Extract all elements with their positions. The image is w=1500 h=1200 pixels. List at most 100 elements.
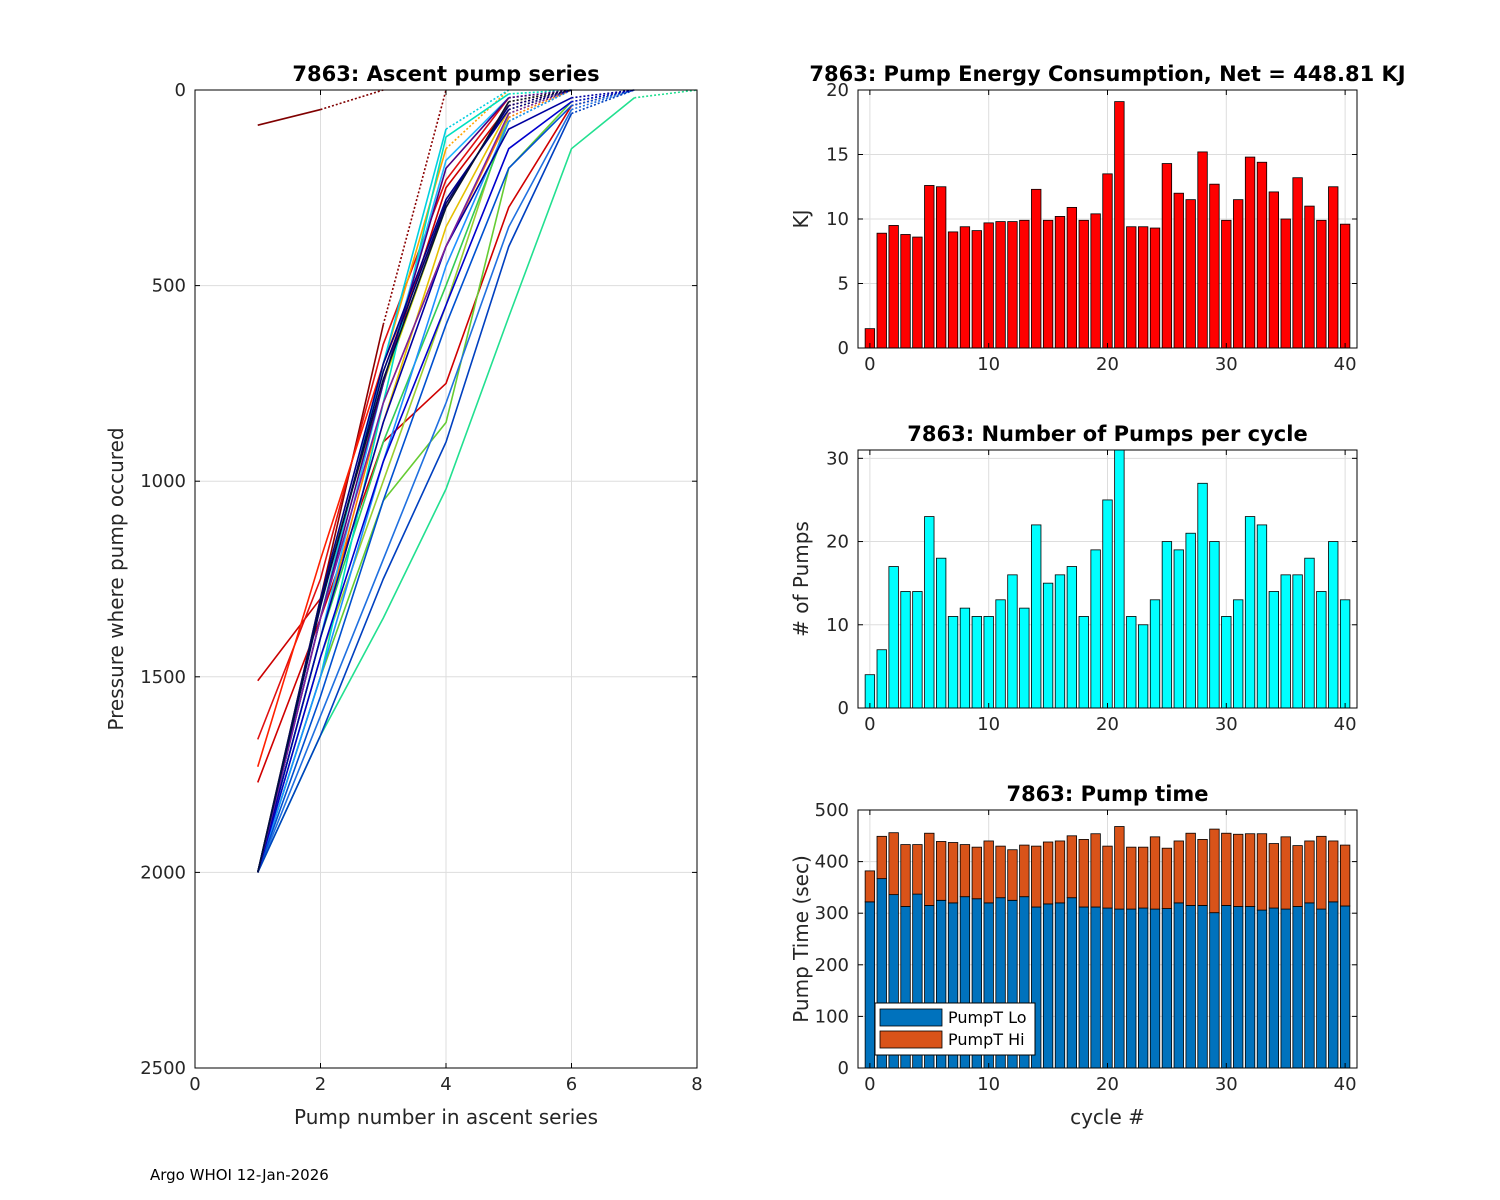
- series-line-dotted: [508, 89, 572, 103]
- bar-pumpt-hi: [1066, 835, 1078, 899]
- chart-title: 7863: Pump time: [1006, 782, 1208, 806]
- x-tick-label: 20: [1096, 714, 1119, 735]
- bar-pumpt-lo: [864, 901, 876, 1069]
- bar-pumpt-hi: [1280, 836, 1291, 910]
- bar-pumpt-hi: [1256, 833, 1268, 911]
- bar-pumpt-hi: [924, 832, 935, 906]
- bar: [1280, 218, 1291, 349]
- bar-pumpt-hi: [1328, 840, 1339, 903]
- bar: [924, 516, 935, 709]
- x-tick-label: 20: [1096, 354, 1119, 375]
- bar: [1304, 205, 1315, 349]
- series-line-dotted: [382, 89, 447, 325]
- bar: [1078, 219, 1089, 349]
- bar: [971, 616, 982, 709]
- bar: [1126, 616, 1137, 709]
- x-tick-label: 8: [691, 1074, 702, 1095]
- bar: [995, 221, 1006, 349]
- series-line: [256, 97, 572, 873]
- bar: [1054, 574, 1066, 709]
- x-axis-label: cycle #: [1070, 1105, 1145, 1129]
- bar: [1268, 191, 1279, 349]
- y-axis-label: Pump Time (sec): [789, 855, 813, 1023]
- bar-pumpt-hi: [995, 845, 1006, 899]
- chart-title: 7863: Pump Energy Consumption, Net = 448…: [809, 62, 1405, 86]
- x-tick-label: 30: [1215, 714, 1238, 735]
- bar-pumpt-hi: [1173, 840, 1184, 904]
- bar: [876, 649, 887, 709]
- bar: [1126, 226, 1137, 349]
- bar-pumpt-hi: [1054, 840, 1066, 904]
- bar-pumpt-lo: [1256, 909, 1268, 1069]
- bar: [947, 231, 959, 349]
- bar-pumpt-hi: [1042, 841, 1054, 905]
- x-tick-label: 6: [566, 1074, 577, 1095]
- bar: [959, 226, 971, 349]
- bar: [912, 236, 923, 349]
- x-tick-label: 0: [189, 1074, 200, 1095]
- bar-pumpt-hi: [1114, 826, 1125, 910]
- bar: [1007, 574, 1018, 709]
- bar: [1328, 186, 1339, 349]
- bar-pumpt-lo: [1316, 908, 1327, 1069]
- bar: [1292, 574, 1303, 709]
- bar: [1102, 499, 1113, 709]
- bar-pumpt-lo: [1066, 897, 1078, 1069]
- bar: [983, 222, 994, 349]
- bar-pumpt-hi: [1339, 844, 1351, 907]
- bar: [1137, 226, 1149, 349]
- bar: [1256, 524, 1268, 709]
- chart-title: 7863: Number of Pumps per cycle: [907, 422, 1307, 446]
- y-tick-label: 0: [838, 698, 849, 719]
- bar-pumpt-lo: [1244, 906, 1256, 1069]
- x-tick-label: 10: [977, 1074, 1000, 1095]
- bar: [1114, 101, 1125, 349]
- bar-pumpt-hi: [1126, 846, 1137, 910]
- series-line-dotted: [571, 89, 635, 115]
- bar: [1292, 177, 1303, 349]
- bar: [1173, 192, 1184, 349]
- bar: [888, 566, 899, 709]
- chart-ascent: 0 2 4 6 8 0 500 1000 1500 2000 2500 7863: Ascent pu…: [104, 62, 703, 1129]
- bar-pumpt-hi: [1078, 839, 1089, 908]
- series-line-dotted: [571, 89, 635, 111]
- bar-pumpt-hi: [1031, 845, 1042, 908]
- bar: [1256, 161, 1268, 349]
- bar-pumpt-lo: [1280, 908, 1291, 1069]
- bar-pumpt-lo: [1126, 908, 1137, 1069]
- series-line: [256, 113, 510, 873]
- bar-pumpt-hi: [1268, 843, 1279, 909]
- bar: [1339, 223, 1351, 349]
- bar-pumpt-hi: [1304, 840, 1315, 904]
- y-tick-label: 0: [838, 338, 849, 359]
- bar-pumpt-hi: [1209, 828, 1220, 914]
- y-tick-label: 0: [838, 1058, 849, 1079]
- bar-pumpt-lo: [1328, 901, 1339, 1069]
- bar: [924, 185, 935, 349]
- bar: [1209, 183, 1220, 349]
- bar-pumpt-hi: [1102, 845, 1113, 909]
- series-line-dotted: [508, 89, 572, 111]
- y-tick-label: 1500: [140, 667, 186, 688]
- legend-label: PumpT Hi: [948, 1030, 1025, 1049]
- bar-pumpt-lo: [1233, 906, 1244, 1069]
- bar-pumpt-lo: [1209, 912, 1220, 1069]
- bar-pumpt-lo: [1042, 903, 1054, 1069]
- bar: [936, 186, 947, 349]
- x-tick-label: 0: [864, 354, 875, 375]
- bar: [1102, 173, 1113, 349]
- bar: [1042, 582, 1054, 709]
- bar: [1149, 227, 1161, 349]
- y-tick-label: 2500: [140, 1058, 186, 1079]
- x-axis-label: Pump number in ascent series: [294, 1105, 598, 1129]
- legend-swatch: [879, 1030, 943, 1049]
- bar-pumpt-lo: [1149, 908, 1161, 1069]
- bar-pumpt-hi: [1316, 835, 1327, 910]
- x-tick-label: 2: [315, 1074, 326, 1095]
- bar: [1066, 566, 1078, 709]
- bar: [1114, 449, 1125, 709]
- y-tick-label: 1000: [140, 471, 186, 492]
- bar-pumpt-lo: [1137, 907, 1149, 1069]
